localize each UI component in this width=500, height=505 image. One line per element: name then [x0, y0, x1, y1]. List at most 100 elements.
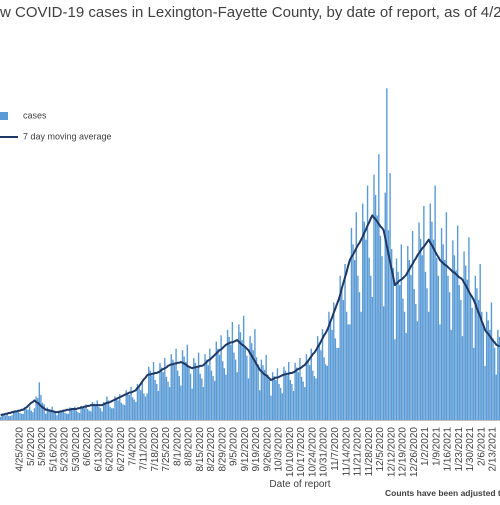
bar: [450, 329, 452, 420]
bar: [476, 288, 478, 420]
bar: [294, 362, 296, 420]
x-axis-label: Date of report: [269, 479, 330, 490]
bar: [310, 348, 312, 420]
x-tick-label: 11/7/2020: [330, 427, 341, 471]
bar: [194, 362, 197, 420]
bar: [464, 265, 467, 420]
bar: [402, 298, 404, 420]
bar: [17, 409, 20, 420]
x-tick-label: 1/9/2021: [431, 427, 442, 466]
bar: [270, 395, 272, 420]
moving-average-line: [0, 214, 500, 417]
bar: [474, 275, 477, 420]
bar: [230, 344, 232, 420]
bar: [202, 387, 205, 420]
bar: [172, 359, 174, 420]
bar: [146, 393, 148, 420]
x-tick-label: 11/28/2020: [364, 427, 375, 477]
bar: [334, 338, 337, 420]
bar: [357, 275, 359, 420]
bar: [98, 406, 100, 420]
bar: [312, 370, 314, 420]
bar: [347, 324, 349, 420]
bar: [46, 407, 49, 420]
bar: [222, 361, 224, 420]
bar: [339, 275, 341, 420]
bar: [111, 408, 113, 420]
bar: [223, 368, 226, 420]
bar: [349, 324, 351, 420]
bar: [466, 279, 469, 420]
bar: [421, 255, 423, 420]
bar: [62, 409, 65, 420]
bar: [183, 356, 185, 420]
bar: [244, 347, 246, 420]
x-tick-label: 9/12/2020: [240, 427, 251, 472]
bar: [148, 366, 150, 420]
bar: [70, 409, 73, 420]
bar: [445, 212, 448, 420]
bar: [447, 275, 449, 420]
x-tick-label: 2/13/2021: [488, 427, 499, 472]
bar: [186, 344, 189, 420]
bar: [281, 393, 283, 420]
bar: [199, 373, 201, 420]
bar: [386, 88, 388, 421]
bar: [159, 362, 161, 420]
bar: [1, 414, 4, 420]
bar: [481, 311, 483, 420]
x-tick-label: 5/30/2020: [71, 427, 82, 472]
bar: [242, 315, 245, 420]
bar: [144, 396, 147, 420]
bar: [353, 260, 356, 420]
x-tick-label: 6/20/2020: [105, 427, 116, 472]
bar: [308, 365, 311, 420]
bar: [54, 412, 57, 420]
bar: [477, 300, 480, 420]
x-tick-label: 5/9/2020: [37, 427, 48, 466]
bar: [51, 406, 53, 420]
bar: [241, 340, 243, 420]
bar: [440, 227, 443, 420]
bar: [429, 203, 431, 420]
x-tick-label: 8/1/2020: [172, 427, 183, 466]
bar: [57, 410, 60, 420]
bar: [59, 411, 61, 420]
bar: [300, 376, 303, 420]
bar: [384, 192, 386, 420]
bar: [56, 415, 58, 420]
bar: [32, 412, 34, 420]
bar: [69, 407, 71, 420]
bar: [390, 249, 393, 420]
bar: [107, 400, 110, 420]
bar: [490, 302, 493, 420]
bar: [193, 358, 195, 420]
bar: [368, 257, 370, 420]
bar: [94, 405, 97, 420]
bar: [188, 367, 190, 420]
bar: [149, 370, 152, 420]
bar: [305, 354, 308, 420]
x-tick-label: 1/30/2021: [465, 427, 476, 472]
bar: [487, 320, 489, 420]
bar: [45, 413, 47, 420]
x-tick-label: 5/16/2020: [48, 427, 59, 472]
bar: [431, 221, 433, 420]
bar: [415, 303, 417, 420]
bar: [426, 288, 428, 420]
x-tick-label: 7/4/2020: [127, 427, 138, 466]
bar: [77, 412, 79, 420]
bar: [75, 410, 78, 420]
bar: [83, 408, 86, 420]
bar: [275, 380, 277, 420]
x-tick-label: 11/14/2020: [341, 427, 352, 477]
bar: [313, 376, 316, 420]
bar: [239, 332, 242, 420]
bar: [419, 238, 422, 420]
bar: [408, 260, 411, 420]
bar: [131, 397, 134, 420]
bar: [257, 364, 259, 420]
bar: [497, 329, 499, 420]
bar: [204, 354, 206, 420]
